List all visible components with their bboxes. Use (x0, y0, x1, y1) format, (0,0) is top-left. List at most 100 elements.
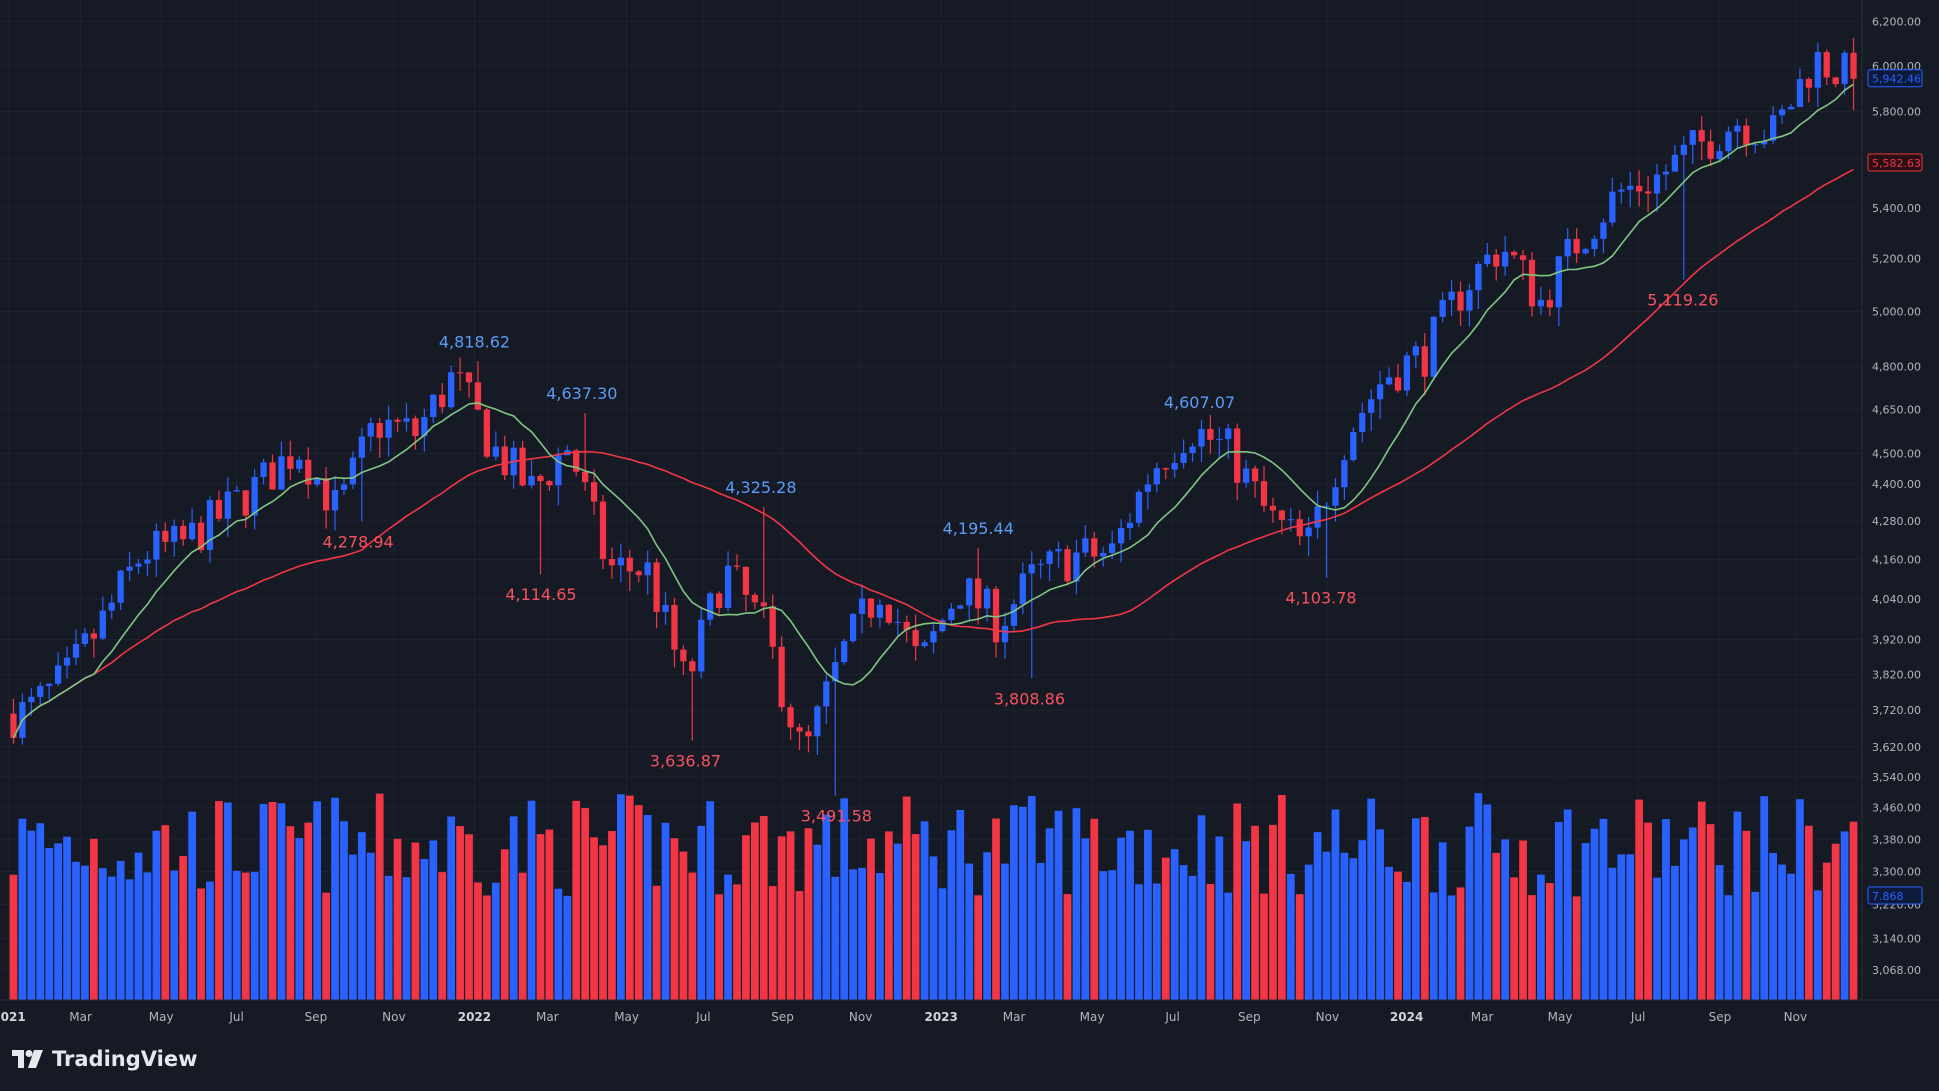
volume-bar (1679, 839, 1688, 1000)
volume-bar (947, 830, 956, 1000)
price-tick-label: 4,650.00 (1872, 403, 1921, 416)
volume-bar (116, 860, 125, 1000)
volume-bar (1805, 825, 1813, 1000)
candle (1082, 525, 1089, 557)
volume-bar (456, 826, 464, 1000)
volume-bar (1188, 875, 1197, 1000)
candle (876, 599, 884, 628)
time-tick-label: 2021 (0, 1010, 26, 1024)
candle (1725, 126, 1732, 159)
volume-bar (1152, 883, 1161, 1000)
candle (1421, 332, 1428, 396)
volume-bar (429, 840, 438, 1000)
price-tick-label: 4,400.00 (1872, 478, 1921, 491)
volume-bar (1438, 842, 1447, 1000)
volume-bar (581, 808, 590, 1000)
candle (1734, 118, 1741, 148)
candle (948, 603, 955, 625)
volume-bar (18, 818, 27, 1000)
volume-bar (483, 895, 491, 1000)
tradingview-icon (12, 1050, 43, 1068)
candle (394, 417, 401, 432)
volume-bar (777, 836, 786, 1000)
candle (599, 494, 607, 570)
volume-bar (1001, 863, 1009, 1000)
price-tick-label: 3,300.00 (1872, 866, 1921, 879)
candle (590, 469, 598, 516)
price-badge-last-price (1867, 69, 1923, 88)
volume-bar (1108, 870, 1117, 1000)
volume-bar (1027, 796, 1036, 1000)
volume-bar (1090, 818, 1099, 1000)
volume-bar (1420, 816, 1429, 1000)
volume-bar (1099, 871, 1108, 1000)
price-tick-label: 5,800.00 (1872, 105, 1921, 118)
volume-bar (1170, 849, 1179, 1000)
volume-bar (331, 797, 339, 1000)
candle (81, 627, 89, 648)
volume-bar (1135, 884, 1143, 1000)
candle (671, 597, 678, 668)
time-tick-label: Nov (849, 1010, 872, 1024)
candles (10, 37, 1857, 796)
candle (1564, 228, 1571, 271)
volume-bar (179, 855, 188, 1000)
candle (1841, 50, 1848, 95)
candle (1314, 491, 1321, 540)
candle (1243, 459, 1250, 488)
candle (1350, 427, 1357, 462)
candle (99, 596, 106, 640)
price-tick-label: 4,500.00 (1872, 448, 1921, 461)
chart-canvas[interactable]: 4,818.62 4,637.30 4,325.28 4,195.44 4,607.07… (0, 0, 1939, 1035)
volume-bar (1492, 852, 1501, 1000)
candle (1618, 183, 1625, 204)
candle (1653, 164, 1661, 212)
price-tick-label: 3,380.00 (1872, 833, 1921, 846)
volume-bar (965, 863, 974, 1000)
candle (1752, 142, 1759, 154)
volume-bar (1403, 881, 1411, 1000)
volume-bar (393, 838, 402, 1000)
candle (1180, 439, 1187, 469)
volume-bar (1313, 832, 1322, 1000)
volume-bar (438, 872, 447, 1000)
time-tick-label: Jul (1164, 1010, 1179, 1024)
volume-bar (1054, 810, 1063, 1000)
candle (492, 431, 499, 461)
candle (439, 383, 446, 414)
time-tick-label: Mar (1003, 1010, 1026, 1024)
candle (1680, 135, 1687, 280)
candle (180, 520, 187, 546)
price-badge-volume (1867, 886, 1923, 905)
volume-bar (1161, 857, 1170, 1000)
candle (296, 456, 303, 474)
price-tick-label: 3,068.00 (1872, 964, 1921, 977)
volume-bar (27, 830, 36, 1000)
volume-bar (1706, 824, 1715, 1000)
tradingview-logo[interactable]: TradingView (12, 1047, 197, 1071)
volume-bar (1510, 877, 1518, 1000)
volume-bar (599, 845, 607, 1000)
candle (769, 594, 776, 659)
volume-bar (1394, 871, 1402, 1000)
volume-bar (1537, 874, 1545, 1000)
volume-bar (89, 838, 98, 1000)
candle (617, 543, 624, 583)
volume-bar (554, 888, 563, 1000)
candle (1296, 510, 1303, 546)
candle (1636, 170, 1643, 207)
volume-bar (527, 800, 536, 1000)
volume-bar (1688, 827, 1697, 1000)
volume-bar (938, 888, 947, 1000)
candle (46, 682, 53, 700)
time-axis[interactable]: 2021 Mar May Jul Sep Nov 2022 Mar May Jul Sep Nov 20… (0, 1010, 1807, 1024)
volume-bar (983, 852, 991, 1000)
candle (314, 477, 321, 487)
price-badge-label: 5,582.63 (1872, 157, 1921, 170)
volume-bar (750, 822, 759, 1000)
candle (1600, 218, 1607, 254)
volume-bar (608, 831, 616, 1000)
volume-bar (420, 858, 429, 1000)
volume-bar (1840, 831, 1849, 1000)
volume-bar (170, 870, 179, 1000)
